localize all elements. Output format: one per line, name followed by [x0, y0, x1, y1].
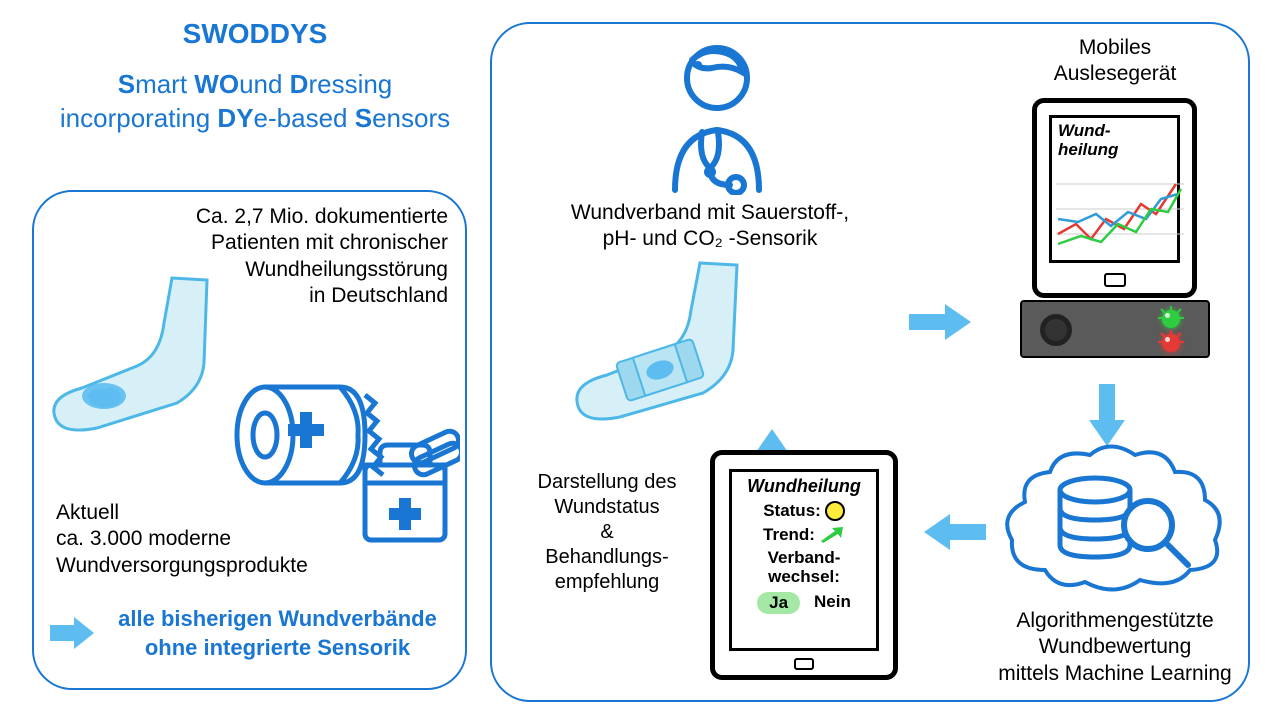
option-ja: Ja: [757, 592, 800, 614]
ml-label: Algorithmengestützte Wundbewertung mitte…: [990, 608, 1240, 687]
status-tablet: Wundheilung Status: Trend: Verband- wech…: [710, 450, 898, 680]
mobile-reader-device: Wund- heilung: [1032, 98, 1197, 298]
change-row-label: Verband- wechsel:: [738, 549, 870, 586]
sensor-bandage-label: Wundverband mit Sauerstoff-, pH- und CO₂…: [540, 200, 880, 253]
trend-row-label: Trend:: [763, 525, 815, 545]
doctor-icon: [650, 40, 785, 195]
device-screen-title: Wund- heilung: [1058, 122, 1118, 159]
arrow-icon: [48, 615, 96, 651]
trend-up-icon: [819, 525, 845, 545]
title-block: SWODDYS Smart WOund Dressingincorporatin…: [40, 18, 470, 136]
title-subtitle: Smart WOund Dressingincorporating DYe-ba…: [40, 68, 470, 136]
arrow-right-icon: [905, 300, 975, 345]
sensor-reader-base: [1020, 300, 1210, 358]
status-indicator-icon: [825, 501, 845, 521]
title-main: SWODDYS: [40, 18, 470, 50]
option-nein: Nein: [814, 592, 851, 614]
conclusion-text: alle bisherigen Wundverbände ohne integr…: [95, 605, 460, 662]
foot-sensor-icon: [565, 255, 770, 430]
status-display-label: Darstellung des Wundstatus & Behandlungs…: [512, 470, 702, 595]
foot-wound-icon: [42, 268, 237, 443]
status-row-label: Status:: [763, 501, 821, 521]
arrow-left-icon: [920, 510, 990, 555]
cloud-ml-icon: [1000, 440, 1230, 610]
mobile-reader-label: Mobiles Auslesegerät: [1010, 35, 1220, 88]
healing-chart-icon: [1056, 164, 1184, 259]
status-title: Wundheilung: [738, 476, 870, 497]
stat-products: Aktuell ca. 3.000 moderne Wundversorgung…: [56, 500, 356, 579]
